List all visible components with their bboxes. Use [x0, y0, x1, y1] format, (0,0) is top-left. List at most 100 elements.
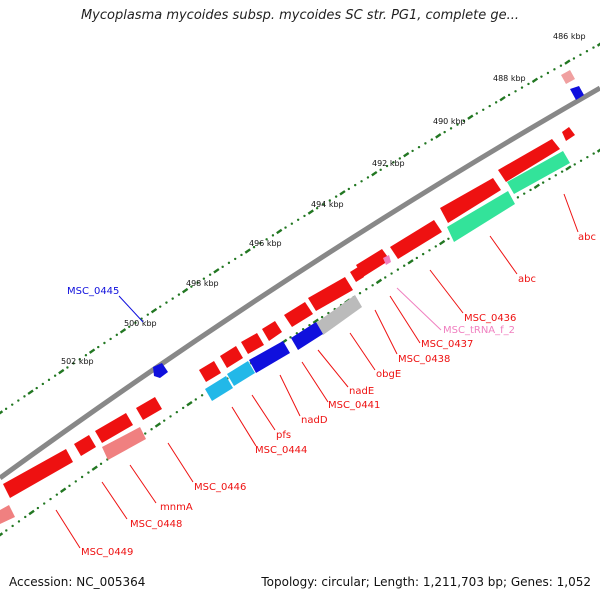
minor-tick [507, 93, 511, 97]
gene-label-abc-1[interactable]: abc [578, 232, 596, 243]
minor-tick [97, 345, 100, 349]
gene-label-msc0448[interactable]: MSC_0448 [130, 519, 182, 530]
minor-tick [234, 257, 237, 261]
gene-label-msc0446[interactable]: MSC_0446 [194, 482, 246, 493]
leader-line [317, 349, 349, 388]
accession-text: Accession: NC_005364 [9, 575, 146, 589]
cds-forward[interactable] [350, 267, 364, 282]
major-tick [28, 509, 35, 516]
minor-tick [284, 226, 287, 229]
cds-forward[interactable] [562, 127, 575, 141]
cds-forward[interactable] [262, 321, 282, 341]
cds-forward[interactable] [241, 333, 264, 354]
major-tick [371, 170, 378, 177]
minor-tick [72, 362, 75, 365]
major-tick [307, 209, 314, 215]
gene-label-nadd[interactable]: nadD [301, 415, 328, 426]
minor-tick [449, 127, 453, 130]
cds-reverse[interactable] [447, 191, 515, 242]
gene-label-trna[interactable]: MSC_tRNA_f_2 [443, 325, 515, 336]
minor-tick [196, 281, 199, 284]
gene-label-obge[interactable]: obgE [376, 369, 401, 380]
major-tick [499, 95, 506, 102]
minor-tick [398, 157, 402, 160]
minor-tick [159, 305, 162, 308]
leader-line [251, 394, 276, 431]
minor-tick [488, 104, 491, 108]
minor-tick [546, 71, 550, 75]
leader-lines [55, 193, 579, 549]
tick-label-496: 496 kbp [249, 239, 282, 248]
cds-reverse[interactable] [205, 376, 233, 401]
cds-forward[interactable] [570, 86, 584, 100]
cds-forward[interactable] [561, 70, 575, 84]
minor-tick [482, 108, 485, 111]
cds-reverse[interactable] [249, 341, 290, 373]
leader-line [429, 269, 464, 314]
scale-labels: 486 kbp 488 kbp 490 kbp 492 kbp 494 kbp … [61, 32, 586, 366]
minor-tick [396, 268, 400, 271]
cds-reverse[interactable] [507, 151, 570, 194]
minor-tick [592, 46, 595, 49]
cds-forward[interactable] [136, 397, 162, 420]
cds-forward[interactable] [199, 361, 221, 382]
cds-forward[interactable] [74, 435, 96, 456]
trna-feature[interactable] [383, 255, 391, 265]
minor-tick [516, 196, 520, 199]
minor-tick [181, 406, 185, 410]
gene-label-mnma[interactable]: mnmA [160, 502, 193, 513]
minor-tick [301, 328, 305, 331]
gene-label-msc0441[interactable]: MSC_0441 [328, 400, 380, 411]
leader-line [101, 481, 128, 520]
minor-tick [434, 245, 437, 248]
cds-reverse[interactable] [0, 505, 15, 524]
cds-forward[interactable] [284, 302, 313, 327]
gene-label-abc-2[interactable]: abc [518, 274, 536, 285]
cds-reverse[interactable] [291, 322, 323, 350]
minor-tick [560, 170, 564, 173]
gene-label-pfs[interactable]: pfs [276, 430, 291, 441]
minor-tick [421, 252, 425, 256]
gene-label-msc0438[interactable]: MSC_0438 [398, 354, 450, 365]
minor-tick [265, 238, 268, 241]
minor-tick [328, 199, 332, 202]
forward-track [3, 70, 584, 498]
leader-line [374, 309, 398, 355]
cds-forward[interactable] [440, 178, 501, 223]
gene-label-nade[interactable]: nadE [349, 386, 374, 397]
major-tick [60, 487, 67, 493]
cds-forward[interactable] [308, 277, 353, 311]
gene-label-msc0436[interactable]: MSC_0436 [464, 313, 516, 324]
tick-label-490: 490 kbp [433, 117, 466, 126]
gene-label-msc0444[interactable]: MSC_0444 [255, 445, 307, 456]
minor-tick [5, 529, 8, 532]
cds-forward[interactable] [95, 413, 133, 443]
minor-tick [165, 301, 168, 304]
cds-forward[interactable] [3, 449, 73, 498]
minor-tick [115, 333, 119, 337]
minor-tick [559, 64, 563, 67]
major-tick [438, 239, 446, 246]
major-tick [375, 278, 383, 285]
leader-line [129, 464, 157, 504]
minor-tick [548, 177, 551, 181]
gene-label-msc0449[interactable]: MSC_0449 [81, 547, 133, 558]
leader-line [301, 361, 329, 403]
minor-tick [134, 321, 137, 324]
cds-outer-blue[interactable] [153, 363, 168, 378]
cds-reverse[interactable] [227, 361, 255, 386]
minor-tick [11, 524, 14, 528]
minor-tick [290, 222, 294, 225]
cds-forward[interactable] [390, 220, 442, 259]
gene-label-msc0437[interactable]: MSC_0437 [421, 339, 473, 350]
major-tick [565, 165, 572, 171]
minor-tick [200, 394, 204, 397]
minor-tick [177, 293, 181, 296]
cds-forward[interactable] [498, 139, 560, 182]
cds-reverse[interactable] [316, 295, 362, 335]
major-tick [244, 248, 251, 254]
cds-forward[interactable] [220, 346, 243, 368]
gene-label-msc0445[interactable]: MSC_0445 [67, 286, 119, 297]
cds-reverse[interactable] [102, 427, 146, 460]
cds-forward[interactable] [356, 249, 390, 277]
